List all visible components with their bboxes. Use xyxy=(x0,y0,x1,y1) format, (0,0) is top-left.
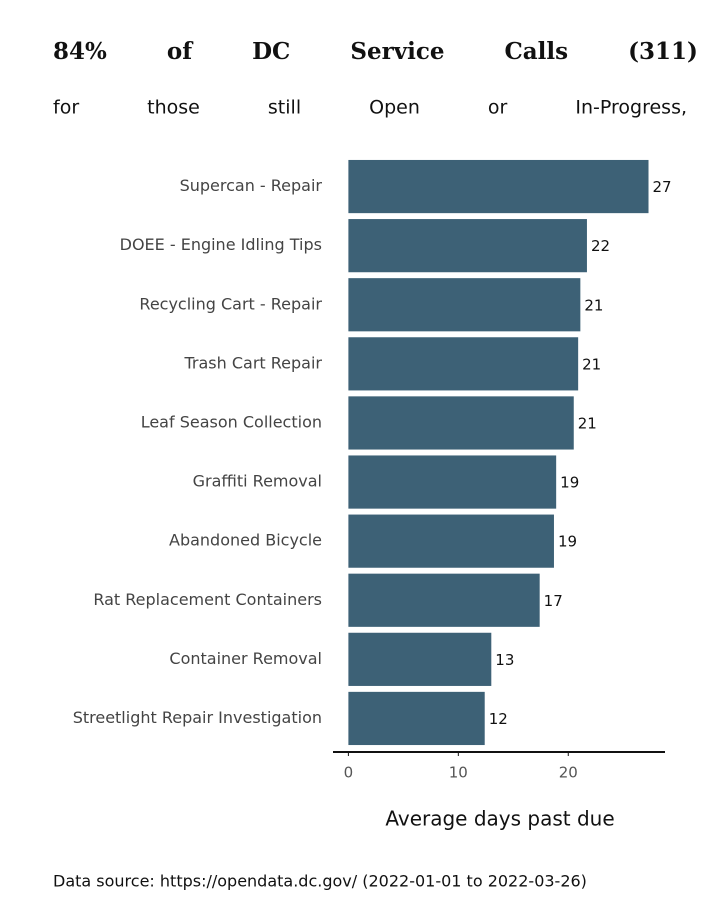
data-label: 22 xyxy=(591,237,610,255)
bar xyxy=(348,632,492,686)
y-tick-label: Streetlight Repair Investigation xyxy=(73,708,322,727)
data-label: 12 xyxy=(489,710,508,728)
bar xyxy=(348,455,557,509)
x-tick-label: 20 xyxy=(559,764,578,782)
chart-subtitle: for those still Open or In-Progress, xyxy=(53,97,687,119)
bar xyxy=(348,278,581,332)
y-tick-label: Trash Cart Repair xyxy=(183,353,322,372)
data-label: 21 xyxy=(582,355,601,373)
bar xyxy=(348,219,587,273)
bar xyxy=(348,691,485,746)
data-label: 19 xyxy=(558,533,577,551)
x-tick-label: 0 xyxy=(344,764,354,782)
bar xyxy=(348,159,649,214)
bar xyxy=(348,573,540,627)
y-tick-label: Graffiti Removal xyxy=(193,472,322,491)
bar xyxy=(348,514,554,568)
chart-title: 84% of DC Service Calls (311) ha xyxy=(53,38,720,65)
bar xyxy=(348,396,574,450)
y-tick-label: Leaf Season Collection xyxy=(141,412,322,431)
bar xyxy=(348,337,579,391)
data-label: 19 xyxy=(560,474,579,492)
y-tick-label: Recycling Cart - Repair xyxy=(139,294,322,313)
y-tick-label: Abandoned Bicycle xyxy=(169,531,322,550)
data-label: 17 xyxy=(544,592,563,610)
x-tick-label: 10 xyxy=(449,764,468,782)
y-tick-label: Container Removal xyxy=(169,649,322,668)
data-label: 27 xyxy=(653,178,672,196)
y-tick-label: Supercan - Repair xyxy=(180,176,323,195)
y-tick-label: DOEE - Engine Idling Tips xyxy=(120,235,322,254)
source-note: Data source: https://opendata.dc.gov/ (2… xyxy=(53,872,587,891)
data-label: 21 xyxy=(584,296,603,314)
data-label: 21 xyxy=(578,414,597,432)
y-tick-label: Rat Replacement Containers xyxy=(93,590,322,609)
x-axis-title: Average days past due xyxy=(385,807,614,831)
data-label: 13 xyxy=(495,651,514,669)
